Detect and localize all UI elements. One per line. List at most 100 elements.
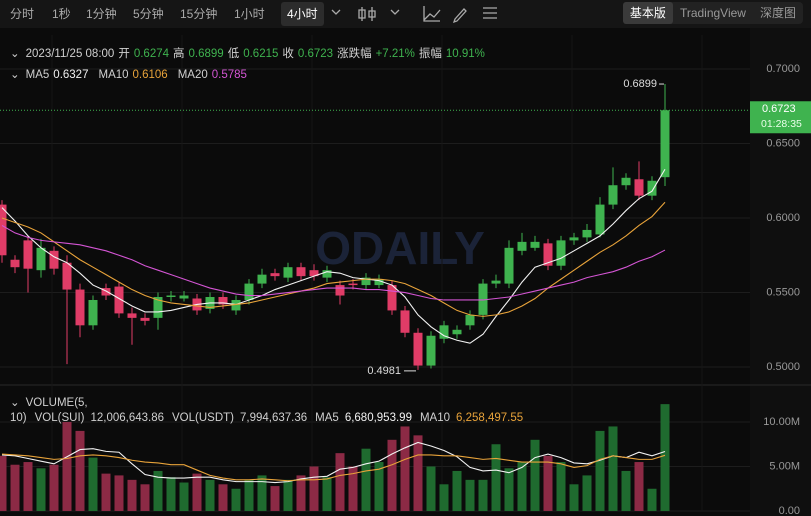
dropdown-icon[interactable] bbox=[331, 9, 341, 15]
info-label: 低 bbox=[227, 48, 240, 60]
volume-bar bbox=[569, 484, 579, 511]
interval-tab[interactable]: 1小时 bbox=[234, 7, 265, 21]
candle-body bbox=[504, 247, 514, 284]
y-tick-label: 0.6500 bbox=[766, 137, 800, 149]
ohlc-info: ⌄ 2023/11/25 08:00 开 0.6274 高 0.6899 低 0.6215 收 0… bbox=[10, 45, 489, 61]
legend-label: VOL(SUI) bbox=[34, 412, 85, 424]
volume-bar bbox=[231, 488, 241, 511]
volume-legend: ⌄ VOLUME(5, 10) VOL(SUI) 12,006,643.86 VOL(U… bbox=[10, 396, 570, 426]
volume-bar bbox=[10, 464, 20, 511]
candle-body bbox=[556, 240, 566, 266]
candle-body bbox=[244, 283, 254, 300]
candle-body bbox=[660, 110, 670, 178]
volume-bar bbox=[218, 484, 228, 511]
info-value: 0.6215 bbox=[243, 48, 279, 60]
collapse-icon[interactable]: ⌄ bbox=[10, 397, 20, 409]
y-tick-label: 0.00 bbox=[779, 505, 800, 516]
candle-body bbox=[413, 332, 423, 366]
legend-value: 7,994,637.36 bbox=[240, 412, 308, 424]
watermark: ODAILY bbox=[315, 222, 485, 274]
ma-legend: ⌄ MA5 0.6327 MA10 0.6106 MA20 0.5785 bbox=[10, 67, 257, 81]
legend-label: MA10 bbox=[419, 412, 451, 424]
candle-body bbox=[582, 229, 592, 238]
interval-tab[interactable]: 分时 bbox=[10, 7, 35, 21]
volume-bar bbox=[166, 477, 176, 511]
volume-bar bbox=[296, 475, 306, 511]
volume-bar bbox=[62, 421, 72, 511]
candle-body bbox=[465, 314, 475, 326]
candle-body bbox=[283, 267, 293, 278]
volume-bar bbox=[140, 484, 150, 511]
candle-body bbox=[296, 267, 306, 277]
candle-body bbox=[517, 241, 527, 251]
volume-bar bbox=[114, 475, 124, 511]
interval-tab[interactable]: 1分钟 bbox=[86, 7, 117, 21]
volume-bar bbox=[205, 479, 215, 511]
volume-bar bbox=[192, 473, 202, 511]
view-tab[interactable]: 基本版 bbox=[622, 2, 673, 24]
candle-body bbox=[439, 325, 449, 339]
info-value: 0.6274 bbox=[133, 48, 170, 60]
interval-tab[interactable]: 4小时 bbox=[281, 2, 324, 26]
legend-label: MA5 bbox=[25, 69, 50, 81]
candle-body bbox=[426, 335, 436, 366]
high-annotation: 0.6899 bbox=[623, 78, 657, 90]
view-tab[interactable]: TradingView bbox=[679, 6, 746, 20]
ma-line bbox=[1, 201, 666, 317]
volume-bar bbox=[322, 477, 332, 511]
toolbar: 分时 1秒 1分钟 5分钟 15分钟 1小时 4小时 基本版 TradingView 深度图 bbox=[0, 0, 811, 28]
volume-bar bbox=[179, 482, 189, 511]
volume-bar bbox=[75, 430, 85, 511]
volume-bar bbox=[36, 468, 46, 511]
volume-bar bbox=[465, 479, 475, 511]
interval-tab[interactable]: 15分钟 bbox=[180, 7, 218, 21]
candle-body bbox=[543, 243, 553, 266]
date: 2023/11/25 08:00 bbox=[25, 48, 115, 60]
legend-label: VOL(USDT) bbox=[172, 412, 234, 424]
collapse-icon[interactable]: ⌄ bbox=[10, 48, 20, 60]
volume-bar bbox=[361, 448, 371, 511]
y-tick-label: 0.6000 bbox=[766, 212, 800, 224]
candle-body bbox=[23, 240, 33, 269]
candle-body bbox=[88, 299, 98, 326]
volume-bar bbox=[543, 455, 553, 511]
candle-body bbox=[634, 179, 644, 196]
candle-body bbox=[49, 250, 59, 269]
view-switch: 基本版 TradingView 深度图 bbox=[622, 2, 803, 24]
volume-bar bbox=[335, 453, 345, 511]
candle-body bbox=[595, 204, 605, 235]
volume-bar bbox=[660, 404, 670, 511]
candle-body bbox=[478, 283, 488, 315]
volume-bar bbox=[387, 439, 397, 511]
candle-body bbox=[218, 297, 228, 305]
volume-bar bbox=[517, 462, 527, 511]
info-label: 高 bbox=[173, 48, 185, 60]
ma-line bbox=[1, 169, 666, 344]
view-tab[interactable]: 深度图 bbox=[759, 6, 796, 20]
legend-label: MA10 bbox=[98, 69, 129, 81]
interval-tab[interactable]: 5分钟 bbox=[133, 7, 164, 21]
candle-body bbox=[387, 285, 397, 311]
indicator-icon[interactable] bbox=[423, 6, 441, 22]
dropdown-icon[interactable] bbox=[390, 9, 400, 15]
volume-bar bbox=[413, 435, 423, 511]
candle-icon[interactable] bbox=[358, 7, 376, 21]
volume-bar bbox=[439, 484, 449, 511]
info-label: 振幅 bbox=[418, 48, 442, 60]
candle-body bbox=[374, 279, 384, 286]
ma-line bbox=[1, 441, 666, 484]
candle-body bbox=[62, 262, 72, 290]
volume-bar bbox=[452, 470, 462, 511]
candle-body bbox=[491, 280, 501, 284]
candle-body bbox=[75, 289, 85, 326]
candle-body bbox=[309, 270, 319, 277]
price-axis-bg bbox=[750, 28, 811, 516]
candle-body bbox=[127, 313, 137, 318]
collapse-icon[interactable]: ⌄ bbox=[10, 69, 20, 81]
toolbar-icons bbox=[331, 6, 497, 24]
interval-tab[interactable]: 1秒 bbox=[52, 7, 71, 21]
draw-icon[interactable] bbox=[452, 8, 467, 24]
y-tick-label: 10.00M bbox=[763, 416, 800, 428]
settings-icon[interactable] bbox=[483, 7, 497, 19]
